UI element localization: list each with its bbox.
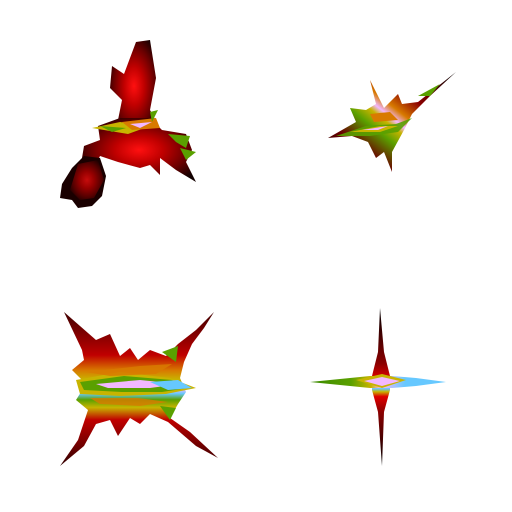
- splat-bottom-left: [60, 312, 218, 466]
- splat-top-right: [328, 72, 456, 172]
- splat-bottom-right: [310, 308, 446, 466]
- splat-top-left: [60, 40, 196, 208]
